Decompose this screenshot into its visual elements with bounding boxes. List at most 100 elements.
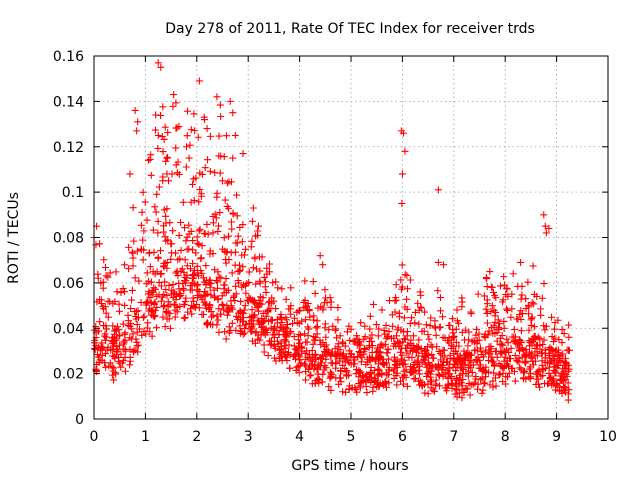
data-point [482, 363, 490, 371]
data-point [379, 359, 387, 367]
data-point [528, 315, 536, 323]
data-point [384, 345, 392, 353]
data-point [167, 255, 175, 263]
data-point [440, 346, 448, 354]
data-point [304, 332, 312, 340]
data-point [273, 319, 281, 327]
data-point [162, 212, 170, 220]
data-point [102, 322, 110, 330]
data-point [245, 278, 253, 286]
data-point [159, 148, 167, 156]
data-point [392, 332, 400, 340]
data-point [313, 330, 321, 338]
data-point [119, 359, 127, 367]
data-point [249, 337, 257, 345]
data-point [555, 348, 563, 356]
data-point [452, 375, 460, 383]
data-point [414, 299, 422, 307]
data-point [98, 300, 106, 308]
data-point [432, 381, 440, 389]
data-point [287, 302, 295, 310]
data-point [481, 379, 489, 387]
data-point [565, 365, 573, 373]
data-point [140, 227, 148, 235]
data-point [168, 170, 176, 178]
data-point [325, 383, 333, 391]
data-point [211, 169, 219, 177]
data-point [202, 300, 210, 308]
data-point [497, 282, 505, 290]
data-point [249, 264, 257, 272]
data-point [554, 316, 562, 324]
data-point [396, 359, 404, 367]
data-point [150, 300, 158, 308]
data-point [561, 384, 569, 392]
x-tick-label: 4 [295, 429, 304, 445]
data-point [408, 354, 416, 362]
data-point [461, 351, 469, 359]
data-point [272, 305, 280, 313]
data-point [166, 324, 174, 332]
data-point [516, 347, 524, 355]
data-point [548, 333, 556, 341]
data-point [108, 363, 116, 371]
data-point [133, 321, 141, 329]
data-point [152, 208, 160, 216]
data-point [458, 298, 466, 306]
data-point [533, 348, 541, 356]
data-point [317, 361, 325, 369]
data-point [111, 369, 119, 377]
data-point [558, 326, 566, 334]
data-point [542, 229, 550, 237]
data-point [449, 333, 457, 341]
data-point [116, 332, 124, 340]
data-point [213, 278, 221, 286]
data-point [356, 341, 364, 349]
data-point [263, 264, 271, 272]
data-point [456, 364, 464, 372]
data-point [416, 370, 424, 378]
data-point [111, 327, 119, 335]
data-point [132, 315, 140, 323]
data-point [480, 353, 488, 361]
data-point [315, 376, 323, 384]
data-point [355, 380, 363, 388]
data-point [191, 127, 199, 135]
data-point [154, 131, 162, 139]
data-point [316, 252, 324, 260]
data-point [426, 322, 434, 330]
data-point [399, 361, 407, 369]
data-point [303, 338, 311, 346]
data-point [252, 328, 260, 336]
data-point [236, 223, 244, 231]
data-point [468, 368, 476, 376]
data-point [130, 237, 138, 245]
data-point [172, 144, 180, 152]
data-point [99, 278, 107, 286]
data-point [298, 317, 306, 325]
data-point [120, 338, 128, 346]
data-point [282, 332, 290, 340]
data-point [518, 291, 526, 299]
data-point [453, 306, 461, 314]
data-point [94, 274, 102, 282]
data-point [196, 225, 204, 233]
data-point [106, 269, 114, 277]
data-point [368, 355, 376, 363]
data-point [560, 330, 568, 338]
data-point [548, 313, 556, 321]
data-point [148, 332, 156, 340]
data-point [194, 133, 202, 141]
data-point [431, 323, 439, 331]
data-point [223, 248, 231, 256]
data-point [312, 334, 320, 342]
data-point [478, 389, 486, 397]
data-point [395, 313, 403, 321]
data-point [541, 380, 549, 388]
y-tick-label: 0.04 [53, 321, 84, 337]
data-point [152, 111, 160, 119]
data-point [125, 243, 133, 251]
data-point [111, 354, 119, 362]
data-point [278, 285, 286, 293]
data-point [193, 282, 201, 290]
